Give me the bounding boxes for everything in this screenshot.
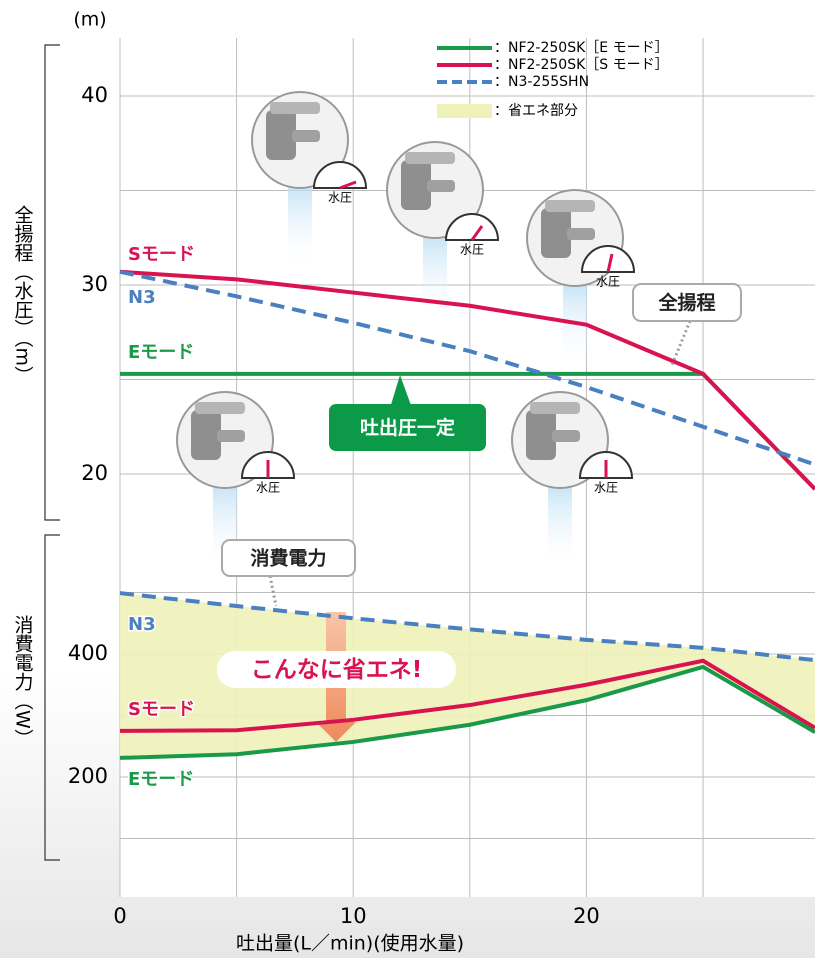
gauge-needle [470, 225, 484, 241]
series-line [119, 591, 815, 663]
leader [268, 575, 278, 607]
faucet-body [401, 160, 431, 210]
gauge-needle [339, 180, 357, 190]
bracket [44, 534, 60, 861]
y-tick-label: 30 [81, 272, 108, 296]
callout-text: 吐出圧一定 [360, 416, 455, 439]
legend-swatch [437, 104, 492, 118]
gauge-label: 水圧 [460, 243, 484, 257]
faucet-body [541, 208, 571, 258]
series-line [119, 269, 815, 491]
gauge-label: 水圧 [328, 191, 352, 205]
faucet-spout [217, 430, 245, 442]
y-tick-label: 20 [81, 461, 108, 485]
y-unit: (m) [73, 9, 106, 31]
x-tick-label: 0 [113, 904, 126, 928]
gauge [444, 213, 500, 241]
series-label: Sモード [128, 244, 195, 265]
series-line [119, 269, 815, 467]
callout-box [217, 651, 456, 688]
series-label: N3 [128, 614, 156, 635]
callout-text: 消費電力 [250, 547, 326, 570]
faucet-spout [292, 130, 320, 142]
x-axis-label: 吐出量(L／min)(使用水量) [236, 933, 464, 955]
faucet-spout [427, 180, 455, 192]
gauge [312, 161, 368, 189]
callout-pointer [390, 375, 412, 408]
bracket [44, 44, 60, 521]
callout-box [221, 539, 356, 577]
callout-text: こんなに省エネ! [251, 657, 423, 683]
series-line [119, 664, 815, 760]
legend-text: ：NF2-250SK［E モード］ [494, 40, 669, 56]
legend-text: ：NF2-250SK［S モード］ [494, 57, 669, 73]
series-label: Sモード [128, 699, 195, 720]
series-line [119, 658, 815, 733]
series-label: Eモード [128, 769, 194, 790]
gauge-label: 水圧 [594, 481, 618, 495]
faucet-handle [270, 102, 320, 114]
faucet-spout [567, 228, 595, 240]
faucet-handle [195, 402, 245, 414]
faucet-body [526, 410, 556, 460]
x-tick-label: 20 [573, 904, 600, 928]
faucet-body [191, 410, 221, 460]
legend-text: ：N3-255SHN [494, 74, 589, 90]
y-tick-label: 400 [68, 641, 108, 665]
y-axis-label: 消費電力（W） [12, 615, 34, 748]
gauge-label: 水圧 [256, 481, 280, 495]
series-label: Eモード [128, 342, 194, 363]
gauge-label: 水圧 [596, 275, 620, 289]
callout-box [632, 283, 742, 322]
faucet-handle [405, 152, 455, 164]
callout-box [329, 404, 486, 451]
plot: Eモード Sモード N3 N3 Sモード Eモード [119, 243, 815, 792]
faucet-handle [545, 200, 595, 212]
series-label: N3 [128, 287, 156, 308]
y-tick-label: 40 [81, 83, 108, 107]
gauge-needle [606, 253, 614, 273]
y-axis-label: 全揚程（水圧）（m） [12, 205, 34, 385]
faucet-body [266, 110, 296, 160]
faucet-spout [552, 430, 580, 442]
x-tick-label: 10 [340, 904, 367, 928]
y-tick-label: 200 [68, 764, 108, 788]
legend-text: ：省エネ部分 [494, 103, 578, 119]
gauge [580, 245, 636, 273]
faucet-handle [530, 402, 580, 414]
saving-area [120, 593, 815, 758]
callout-text: 全揚程 [657, 291, 715, 314]
